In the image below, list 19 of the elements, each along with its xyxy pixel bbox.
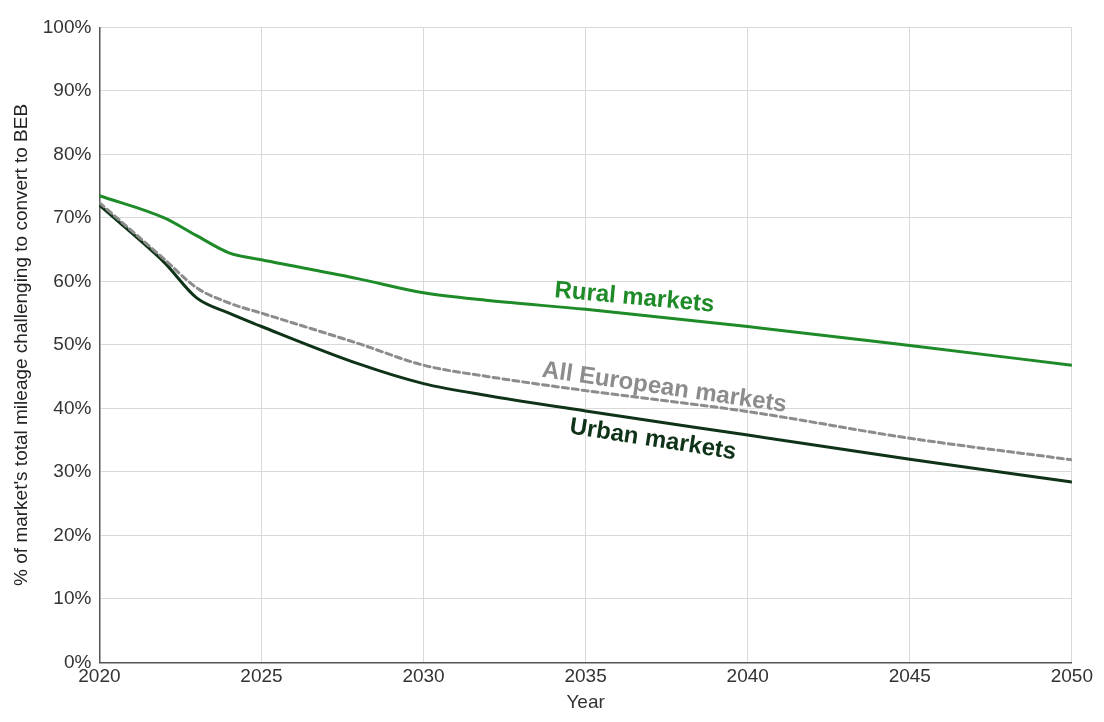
y-tick-label: 80%: [53, 142, 92, 164]
y-tick-label: 40%: [53, 396, 92, 418]
y-tick-label: 20%: [53, 523, 92, 545]
y-tick-label: 70%: [53, 206, 92, 228]
y-tick-label: 50%: [53, 333, 92, 355]
y-axis-title: % of market's total mileage challenging to convert to BEB: [9, 103, 31, 586]
text: Rural markets: [553, 275, 716, 317]
x-tick-label: 2030: [402, 665, 445, 687]
y-tick-label: 10%: [53, 587, 92, 609]
x-tick-label: 2025: [240, 665, 283, 687]
x-tick-label: 2050: [1050, 665, 1094, 687]
y-tick-label: 100%: [42, 15, 92, 37]
y-tick-label: 30%: [53, 460, 92, 482]
x-tick-label: 2035: [564, 665, 607, 687]
x-tick-label: 2040: [726, 665, 769, 687]
x-axis-title: Year: [566, 690, 606, 712]
y-tick-label: 60%: [53, 269, 92, 291]
y-tick-label: 90%: [53, 79, 92, 101]
x-tick-label: 2045: [888, 665, 931, 687]
